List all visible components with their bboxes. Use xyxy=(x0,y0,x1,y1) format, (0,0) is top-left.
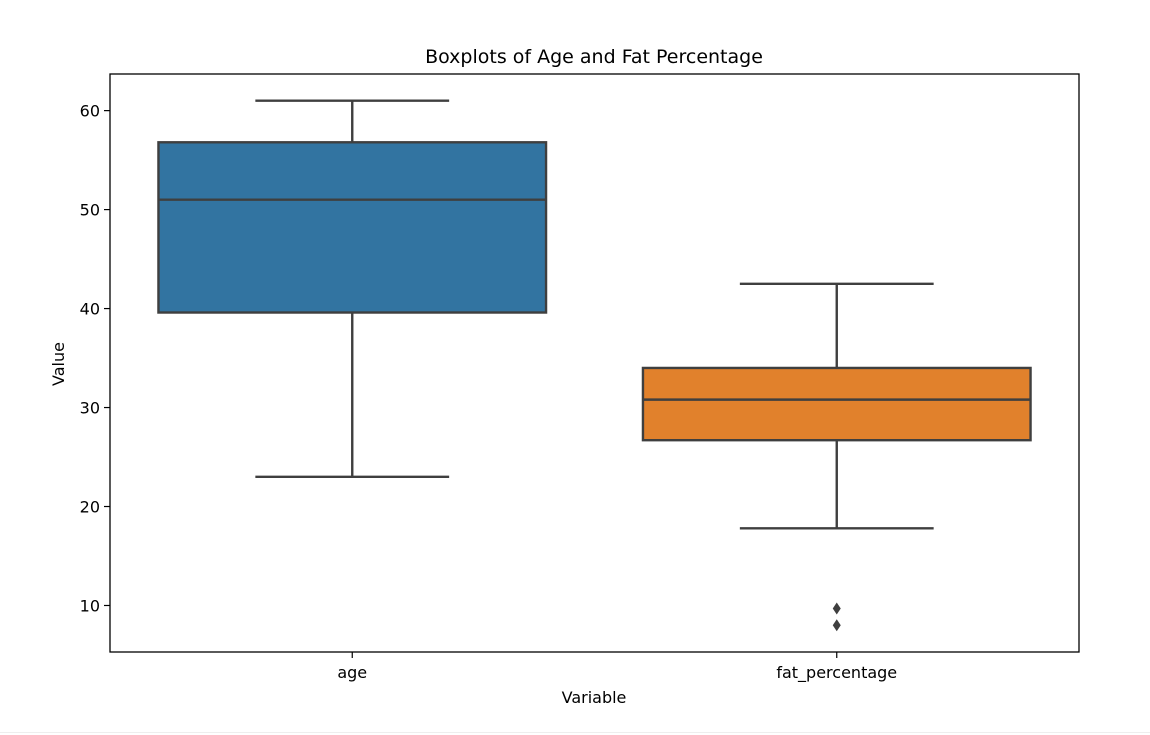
outlier-point xyxy=(832,619,841,632)
box-group-fat_percentage xyxy=(641,282,1032,632)
chart-title: Boxplots of Age and Fat Percentage xyxy=(425,46,763,68)
plot-marks xyxy=(157,99,1032,632)
y-tick-label: 10 xyxy=(80,596,100,615)
y-tick-label: 40 xyxy=(80,300,100,319)
box-iqr xyxy=(157,141,548,314)
footer-divider xyxy=(0,732,1150,733)
x-tick-label: age xyxy=(337,663,367,682)
y-tick-label: 30 xyxy=(80,399,100,418)
y-tick-label: 20 xyxy=(80,498,100,517)
box-iqr xyxy=(641,366,1032,442)
y-tick-label: 50 xyxy=(80,201,100,220)
x-axis: age fat_percentage xyxy=(337,652,897,683)
outlier-point xyxy=(832,602,841,615)
x-axis-label: Variable xyxy=(562,688,627,707)
y-axis-label: Value xyxy=(49,342,68,386)
y-tick-label: 60 xyxy=(80,102,100,121)
y-axis: 10 20 30 40 50 60 xyxy=(80,102,110,615)
x-tick-label: fat_percentage xyxy=(776,663,897,683)
box-group-age xyxy=(157,99,548,479)
plot-frame xyxy=(109,73,1080,653)
